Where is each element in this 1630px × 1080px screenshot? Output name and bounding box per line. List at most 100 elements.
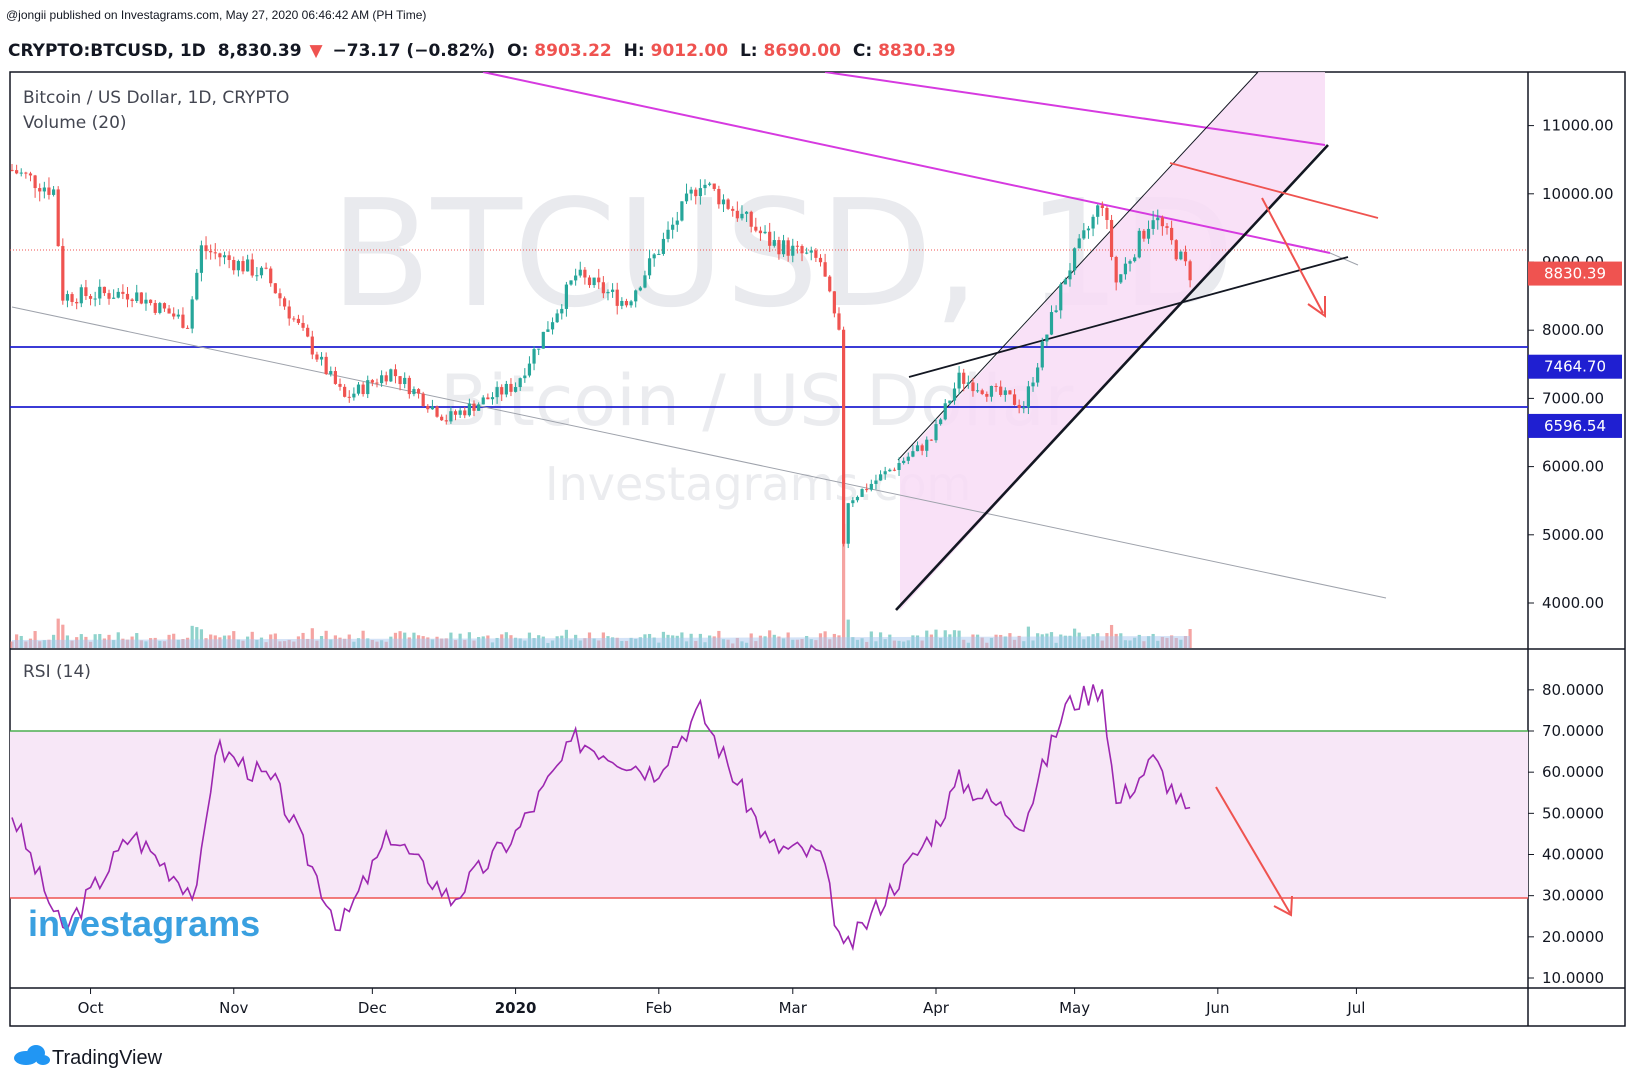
svg-text:8830.39: 8830.39 xyxy=(1544,265,1606,283)
candle xyxy=(846,502,850,549)
candle xyxy=(842,326,846,547)
candle xyxy=(611,283,615,298)
down-arrow-main xyxy=(1261,197,1324,314)
candle xyxy=(800,244,804,262)
candle xyxy=(962,368,966,392)
time-tick-label: 2020 xyxy=(495,999,537,1017)
candle xyxy=(671,217,675,239)
candle xyxy=(380,370,384,387)
candle xyxy=(740,205,744,221)
candle xyxy=(1022,401,1026,414)
candle xyxy=(749,210,753,233)
candle xyxy=(61,238,65,305)
low-label: L: xyxy=(740,41,758,61)
candle xyxy=(79,284,83,308)
price-tag-last: 8830.39 xyxy=(1528,261,1622,286)
time-tick-label: Jun xyxy=(1205,999,1229,1017)
candle xyxy=(1174,239,1178,261)
candle xyxy=(805,247,809,255)
candle xyxy=(88,293,93,306)
candle xyxy=(121,284,125,300)
rsi-tick-label: 70.0000 xyxy=(1542,722,1604,740)
price-tick-label: 6000.00 xyxy=(1542,458,1604,476)
candle xyxy=(181,307,185,329)
candle xyxy=(943,399,947,421)
price-tick-label: 11000.00 xyxy=(1542,117,1614,135)
candle xyxy=(10,163,14,172)
svg-text:6596.54: 6596.54 xyxy=(1544,417,1606,435)
candle xyxy=(1096,204,1100,225)
candle xyxy=(264,262,268,270)
candle xyxy=(980,388,984,396)
volume-bar xyxy=(56,618,60,648)
candle xyxy=(550,317,555,335)
candle xyxy=(426,404,430,413)
candle xyxy=(352,387,356,401)
candle xyxy=(583,267,587,285)
candle xyxy=(490,392,495,405)
candle xyxy=(624,298,629,308)
candle xyxy=(929,439,933,441)
candle xyxy=(84,279,88,300)
candle xyxy=(541,331,545,349)
candle xyxy=(125,286,130,308)
volume-bar xyxy=(842,523,846,648)
candle xyxy=(1105,206,1109,230)
candle xyxy=(1109,214,1114,261)
candle xyxy=(754,217,758,233)
candle xyxy=(994,383,998,392)
candle xyxy=(985,391,989,402)
candle xyxy=(948,400,952,406)
candle xyxy=(652,253,656,267)
candle xyxy=(144,292,148,311)
candle xyxy=(832,291,836,318)
candle xyxy=(218,252,222,267)
candle xyxy=(481,395,485,405)
candle xyxy=(606,289,610,301)
rsi-tick-label: 50.0000 xyxy=(1542,804,1604,822)
candle xyxy=(463,406,467,419)
candle xyxy=(666,221,670,243)
time-tick-label: Nov xyxy=(219,999,248,1017)
candle xyxy=(315,351,319,363)
candle xyxy=(241,256,245,275)
magenta-trend-line-1 xyxy=(482,72,1331,254)
candle xyxy=(287,300,291,326)
candle xyxy=(1170,220,1174,245)
time-tick-label: Dec xyxy=(358,999,387,1017)
candle xyxy=(227,251,231,269)
tradingview-logo: TradingView xyxy=(14,1045,163,1069)
candle xyxy=(883,466,887,480)
candle xyxy=(28,171,33,182)
published-line: @jongii published on Investagrams.com, M… xyxy=(6,8,426,22)
candle xyxy=(195,269,199,301)
candle xyxy=(324,352,328,376)
candle xyxy=(282,296,287,310)
candle xyxy=(708,181,712,187)
channel-upper-line xyxy=(897,72,1259,461)
price-tag-support: 6596.54 xyxy=(1528,413,1622,438)
time-tick-label: Feb xyxy=(646,999,673,1017)
candle xyxy=(42,181,46,199)
candle xyxy=(906,452,910,465)
candle xyxy=(684,183,689,204)
candle xyxy=(920,443,924,456)
price-text: 8,830.39 xyxy=(218,41,302,61)
volume-bar xyxy=(846,619,850,648)
rsi-axis: 10.0000 20.0000 30.0000 40.0000 50.0000 60.00… xyxy=(1528,681,1604,987)
candle xyxy=(869,479,873,492)
candle xyxy=(504,380,508,398)
candle xyxy=(440,414,444,421)
volume-bar xyxy=(310,628,314,648)
candle xyxy=(435,405,439,418)
candle xyxy=(412,386,416,397)
candle xyxy=(1165,223,1169,235)
candle xyxy=(213,243,217,260)
candle xyxy=(343,384,347,398)
candle xyxy=(1045,334,1049,347)
wedge-line xyxy=(908,256,1349,378)
price-tag-resistance: 7464.70 xyxy=(1528,354,1622,379)
candle xyxy=(347,390,351,403)
candle xyxy=(1040,337,1044,371)
candle xyxy=(190,296,194,334)
